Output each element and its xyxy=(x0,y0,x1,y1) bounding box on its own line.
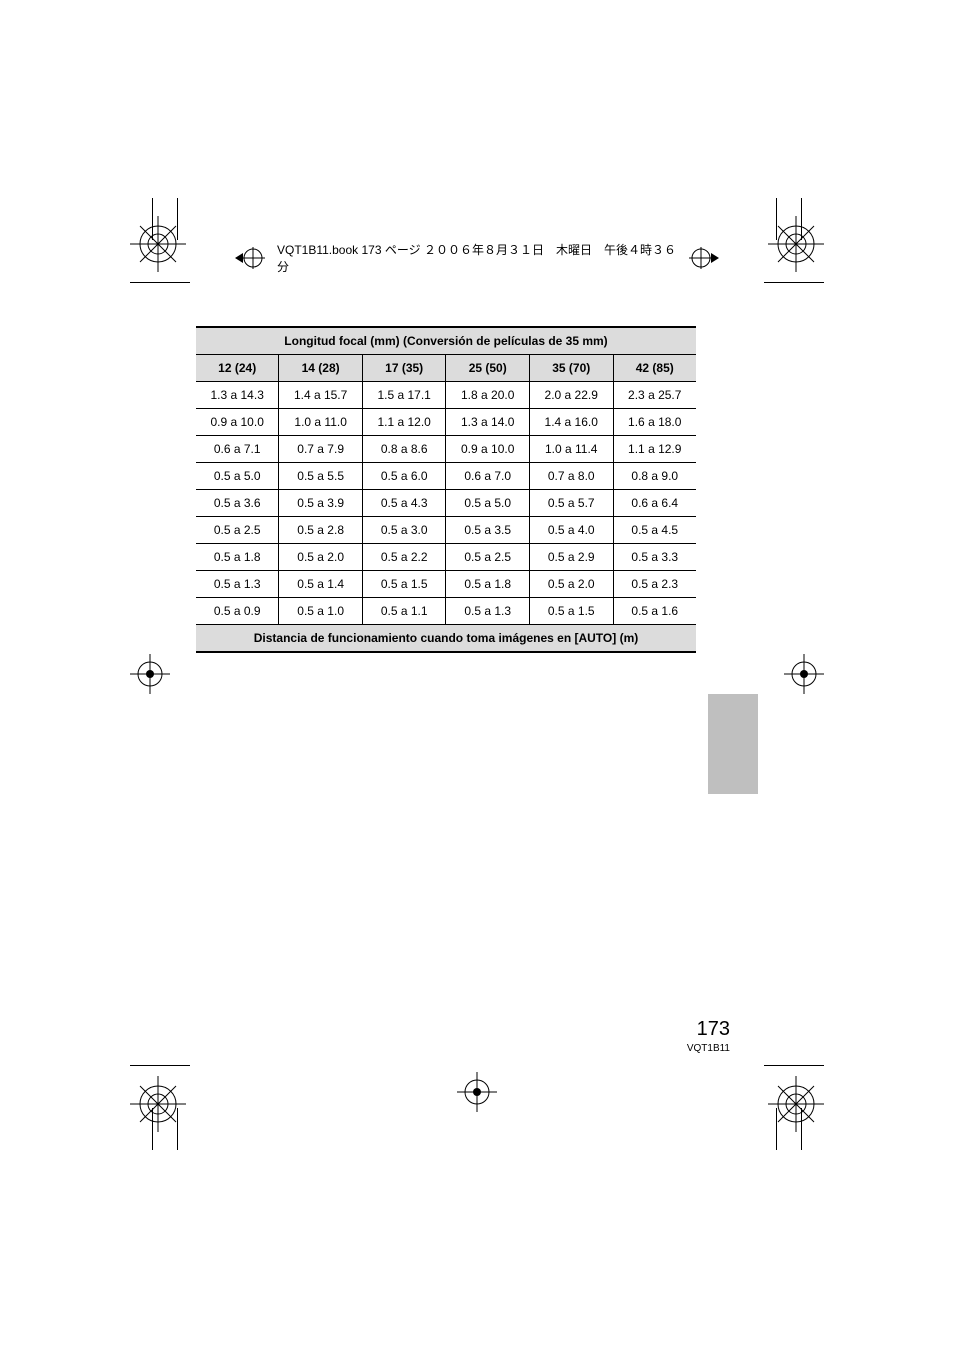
header-book-label: VQT1B11.book 173 ページ ２００６年８月３１日 木曜日 午後４時… xyxy=(277,241,677,275)
table-cell: 1.3 a 14.3 xyxy=(196,382,279,409)
table-cell: 0.5 a 5.5 xyxy=(279,463,363,490)
crop-mark-icon xyxy=(152,1108,153,1150)
table-cell: 0.5 a 6.0 xyxy=(362,463,446,490)
crop-mark-icon xyxy=(130,282,190,283)
table-cell: 0.5 a 2.2 xyxy=(362,544,446,571)
table-footer: Distancia de funcionamiento cuando toma … xyxy=(196,625,696,653)
table-cell: 1.1 a 12.0 xyxy=(362,409,446,436)
section-tab xyxy=(708,694,758,794)
table-cell: 0.5 a 2.8 xyxy=(279,517,363,544)
table-cell: 1.0 a 11.4 xyxy=(529,436,613,463)
crop-mark-icon xyxy=(177,198,178,240)
header-arrow-right-icon xyxy=(689,247,719,269)
table-row: 0.6 a 7.10.7 a 7.90.8 a 8.60.9 a 10.01.0… xyxy=(196,436,696,463)
table-cell: 1.5 a 17.1 xyxy=(362,382,446,409)
table-cell: 0.5 a 2.5 xyxy=(446,544,530,571)
crop-mark-icon xyxy=(152,198,153,240)
table-cell: 0.5 a 2.0 xyxy=(279,544,363,571)
table-cell: 0.5 a 1.0 xyxy=(279,598,363,625)
table-cell: 0.5 a 3.6 xyxy=(196,490,279,517)
table-cell: 0.5 a 1.3 xyxy=(446,598,530,625)
table-cell: 1.6 a 18.0 xyxy=(613,409,696,436)
table-cell: 0.5 a 1.3 xyxy=(196,571,279,598)
table-cell: 0.5 a 3.9 xyxy=(279,490,363,517)
crop-mark-icon xyxy=(776,1108,777,1150)
page-footer: 173 VQT1B11 xyxy=(687,1018,730,1054)
table-cell: 0.5 a 3.3 xyxy=(613,544,696,571)
table-cell: 2.0 a 22.9 xyxy=(529,382,613,409)
table-cell: 0.5 a 2.9 xyxy=(529,544,613,571)
crop-mark-icon xyxy=(801,1108,802,1150)
page-header: VQT1B11.book 173 ページ ２００６年８月３１日 木曜日 午後４時… xyxy=(235,244,719,272)
table-cell: 0.5 a 0.9 xyxy=(196,598,279,625)
table-cell: 2.3 a 25.7 xyxy=(613,382,696,409)
registration-target-icon xyxy=(457,1072,497,1112)
crop-mark-icon xyxy=(776,198,777,240)
crop-mark-icon xyxy=(177,1108,178,1150)
table-cell: 0.5 a 1.5 xyxy=(529,598,613,625)
table-cell: 1.4 a 16.0 xyxy=(529,409,613,436)
table-cell: 0.6 a 6.4 xyxy=(613,490,696,517)
table-cell: 0.5 a 3.0 xyxy=(362,517,446,544)
table-cell: 0.7 a 7.9 xyxy=(279,436,363,463)
table-cell: 0.9 a 10.0 xyxy=(196,409,279,436)
table-cell: 0.5 a 1.8 xyxy=(196,544,279,571)
crop-mark-icon xyxy=(764,282,824,283)
table-row: 0.9 a 10.01.0 a 11.01.1 a 12.01.3 a 14.0… xyxy=(196,409,696,436)
header-arrow-left-icon xyxy=(235,247,265,269)
table-col-header: 12 (24) xyxy=(196,355,279,382)
table-row: 0.5 a 2.50.5 a 2.80.5 a 3.00.5 a 3.50.5 … xyxy=(196,517,696,544)
crop-mark-icon xyxy=(764,1065,824,1066)
table-cell: 0.9 a 10.0 xyxy=(446,436,530,463)
table-cell: 0.5 a 4.5 xyxy=(613,517,696,544)
content-area: Longitud focal (mm) (Conversión de pelíc… xyxy=(196,326,696,653)
table-cell: 0.6 a 7.0 xyxy=(446,463,530,490)
table-col-header: 25 (50) xyxy=(446,355,530,382)
table-title: Longitud focal (mm) (Conversión de pelíc… xyxy=(196,327,696,355)
table-cell: 0.5 a 4.3 xyxy=(362,490,446,517)
table-cell: 0.5 a 2.5 xyxy=(196,517,279,544)
table-cell: 0.5 a 1.1 xyxy=(362,598,446,625)
table-row: 0.5 a 3.60.5 a 3.90.5 a 4.30.5 a 5.00.5 … xyxy=(196,490,696,517)
table-cell: 0.5 a 5.0 xyxy=(446,490,530,517)
table-row: 0.5 a 1.80.5 a 2.00.5 a 2.20.5 a 2.50.5 … xyxy=(196,544,696,571)
crop-mark-icon xyxy=(801,198,802,240)
table-row: 0.5 a 1.30.5 a 1.40.5 a 1.50.5 a 1.80.5 … xyxy=(196,571,696,598)
table-col-header: 14 (28) xyxy=(279,355,363,382)
table-cell: 0.5 a 5.7 xyxy=(529,490,613,517)
table-cell: 0.5 a 4.0 xyxy=(529,517,613,544)
registration-target-icon xyxy=(130,654,170,694)
table-row: 0.5 a 5.00.5 a 5.50.5 a 6.00.6 a 7.00.7 … xyxy=(196,463,696,490)
model-code: VQT1B11 xyxy=(687,1043,730,1054)
crop-mark-icon xyxy=(130,1065,190,1066)
table-cell: 0.5 a 5.0 xyxy=(196,463,279,490)
table-cell: 0.8 a 8.6 xyxy=(362,436,446,463)
table-cell: 1.4 a 15.7 xyxy=(279,382,363,409)
table-row: 1.3 a 14.31.4 a 15.71.5 a 17.11.8 a 20.0… xyxy=(196,382,696,409)
table-cell: 0.5 a 1.6 xyxy=(613,598,696,625)
table-cell: 0.6 a 7.1 xyxy=(196,436,279,463)
table-cell: 0.5 a 3.5 xyxy=(446,517,530,544)
registration-target-icon xyxy=(784,654,824,694)
table-cell: 0.5 a 1.8 xyxy=(446,571,530,598)
focal-length-table: Longitud focal (mm) (Conversión de pelíc… xyxy=(196,326,696,653)
table-cell: 0.5 a 1.4 xyxy=(279,571,363,598)
table-cell: 1.1 a 12.9 xyxy=(613,436,696,463)
table-cell: 0.5 a 2.3 xyxy=(613,571,696,598)
table-col-header: 17 (35) xyxy=(362,355,446,382)
table-footer-row: Distancia de funcionamiento cuando toma … xyxy=(196,625,696,653)
table-row: 0.5 a 0.90.5 a 1.00.5 a 1.10.5 a 1.30.5 … xyxy=(196,598,696,625)
table-title-row: Longitud focal (mm) (Conversión de pelíc… xyxy=(196,327,696,355)
table-cell: 0.7 a 8.0 xyxy=(529,463,613,490)
table-cell: 0.5 a 2.0 xyxy=(529,571,613,598)
table-col-header: 35 (70) xyxy=(529,355,613,382)
table-cell: 0.8 a 9.0 xyxy=(613,463,696,490)
table-col-header: 42 (85) xyxy=(613,355,696,382)
page-number: 173 xyxy=(687,1018,730,1041)
table-cell: 0.5 a 1.5 xyxy=(362,571,446,598)
table-cell: 1.8 a 20.0 xyxy=(446,382,530,409)
table-cell: 1.3 a 14.0 xyxy=(446,409,530,436)
table-cell: 1.0 a 11.0 xyxy=(279,409,363,436)
table-header-row: 12 (24) 14 (28) 17 (35) 25 (50) 35 (70) … xyxy=(196,355,696,382)
